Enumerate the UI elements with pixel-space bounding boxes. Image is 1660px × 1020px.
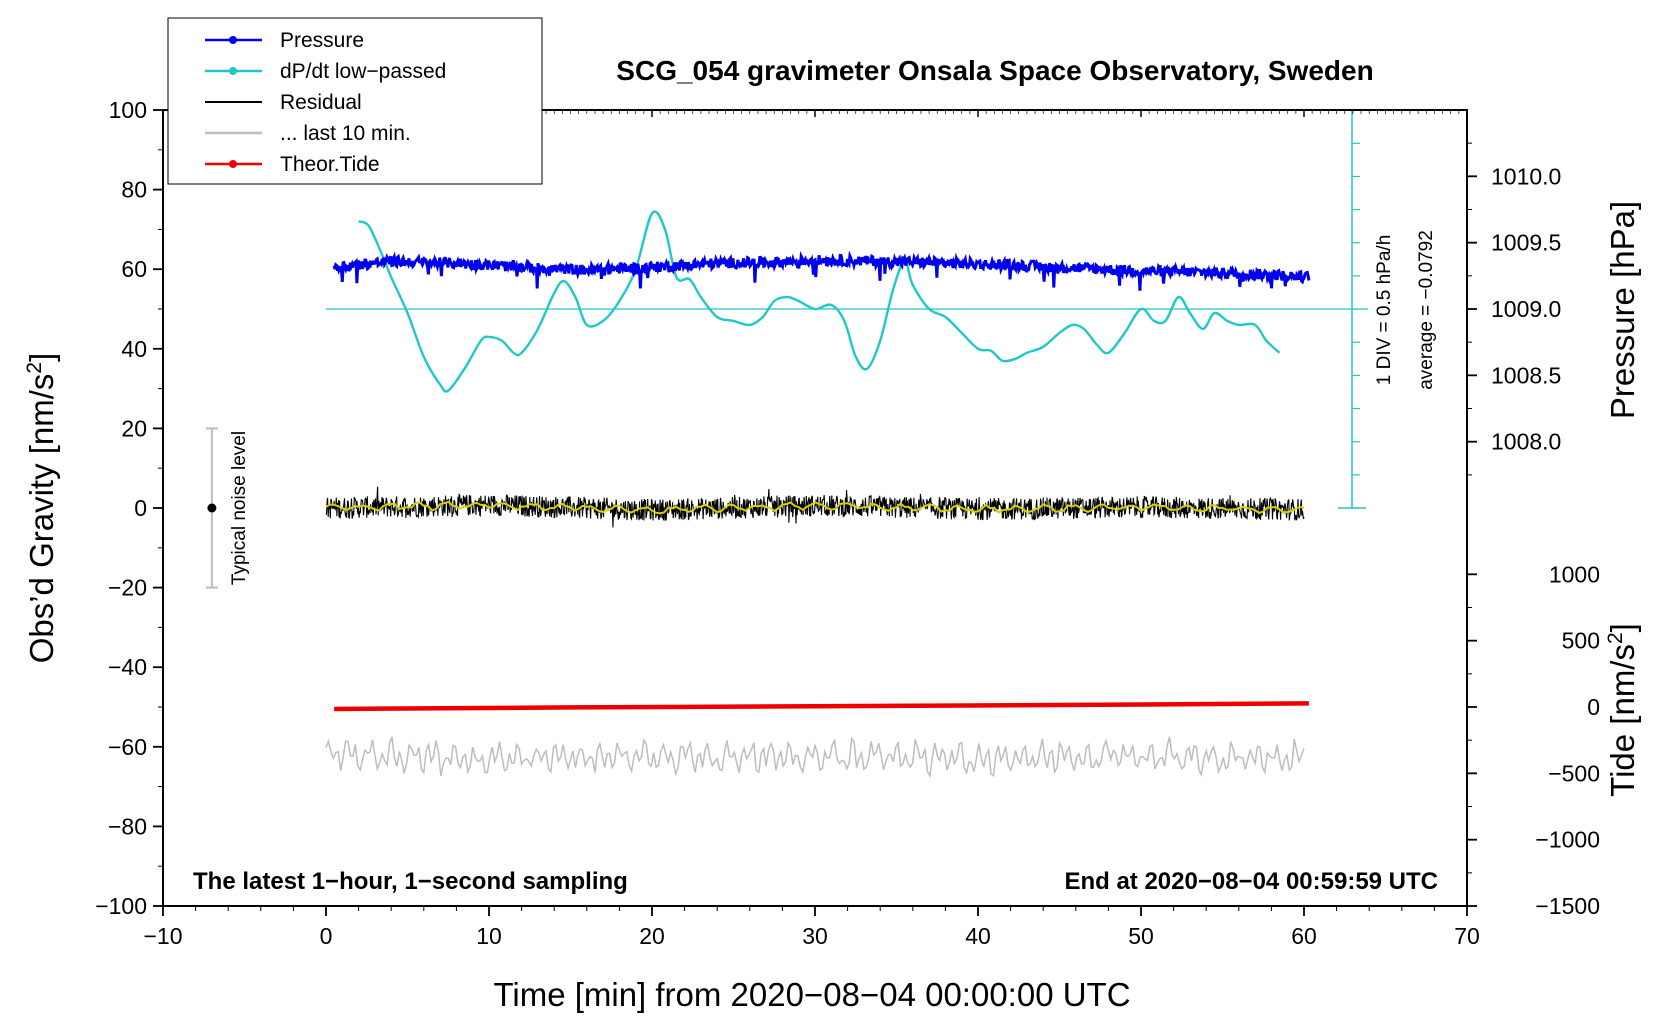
y-tick-label: −80 — [108, 813, 147, 839]
residual-line — [325, 486, 1305, 528]
x-tick-label: 70 — [1454, 923, 1480, 949]
pressure-tick-label: 1009.5 — [1491, 230, 1561, 256]
y-tick-label: 40 — [121, 336, 147, 362]
x-tick-label: −10 — [143, 923, 182, 949]
x-tick-label: 60 — [1291, 923, 1317, 949]
theor-tide-line — [334, 701, 1309, 712]
y-axis-label-left-sup: 2 — [23, 362, 46, 374]
x-tick-label: 40 — [965, 923, 991, 949]
tide-tick-label: 1000 — [1549, 561, 1600, 587]
y-tick-label: 80 — [121, 177, 147, 203]
y-tick-label: 60 — [121, 256, 147, 282]
plot-layer — [205, 109, 1368, 779]
y-tick-label: −100 — [95, 893, 147, 919]
tide-tick-label: −1500 — [1535, 893, 1600, 919]
pressure-line — [332, 250, 1311, 291]
y-tick-label: −20 — [108, 575, 147, 601]
tide-tick-label: −1000 — [1535, 827, 1600, 853]
axes-layer: −10 0 10 20 30 40 50 60 70−100−80−60−40−20020406… — [95, 97, 1600, 949]
legend-rows: Pressure dP/dt low−passed Residual ... last… — [205, 29, 446, 176]
legend: Pressure dP/dt low−passed Residual ... last… — [167, 17, 543, 185]
tide-tick-label: 500 — [1562, 628, 1600, 654]
y-axis-label-left-text: Obs’d Gravity [nm/s — [23, 374, 60, 664]
pressure-tick-label: 1008.5 — [1491, 362, 1561, 388]
y-axis-label-pressure: Pressure [hPa] — [1604, 201, 1641, 419]
legend-marker — [229, 160, 237, 168]
y-tick-label: −60 — [108, 734, 147, 760]
tide-tick-label: −500 — [1548, 760, 1600, 786]
x-tick-label: 0 — [320, 923, 333, 949]
tide-tick-label: 0 — [1587, 694, 1600, 720]
dpdt-scale-label: 1 DIV = 0.5 hPa/h — [1374, 235, 1395, 386]
legend-label: Theor.Tide — [280, 153, 380, 176]
x-tick-label: 50 — [1128, 923, 1154, 949]
chart-title: SCG_054 gravimeter Onsala Space Observat… — [616, 55, 1373, 86]
residual-smoothed-line — [325, 500, 1305, 515]
legend-marker — [229, 36, 237, 44]
y-tick-label: 100 — [109, 97, 147, 123]
pressure-tick-label: 1009.0 — [1491, 296, 1561, 322]
x-tick-label: 10 — [476, 923, 502, 949]
legend-label: dP/dt low−passed — [280, 60, 446, 83]
dpdt-average-label: average = −0.0792 — [1416, 230, 1437, 390]
y-tick-label: −40 — [108, 654, 147, 680]
y-axis-label-tide: Tide [nm/s2] — [1604, 623, 1641, 797]
legend-label: ... last 10 min. — [280, 122, 411, 145]
dpdt-line — [358, 210, 1281, 393]
y-tick-label: 0 — [134, 495, 147, 521]
legend-label: Pressure — [280, 29, 364, 52]
y-axis-label-left: Obs’d Gravity [nm/s2] — [23, 353, 60, 664]
noise-level-label: Typical noise level — [229, 431, 250, 585]
y-axis-label-left-end: ] — [23, 353, 60, 362]
annotation-right: End at 2020−08−04 00:59:59 UTC — [1064, 868, 1438, 895]
pressure-tick-label: 1008.0 — [1491, 429, 1561, 455]
y-axis-label-tide-end: ] — [1604, 623, 1641, 632]
y-tick-label: 20 — [121, 415, 147, 441]
x-axis-label: Time [min] from 2020−08−04 00:00:00 UTC — [493, 976, 1130, 1013]
x-tick-label: 30 — [802, 923, 828, 949]
annotation-left: The latest 1−hour, 1−second sampling — [193, 868, 628, 895]
legend-label: Residual — [280, 91, 362, 114]
last-10-min-line — [325, 736, 1305, 779]
y-axis-label-tide-sup: 2 — [1604, 632, 1627, 644]
pressure-tick-label: 1010.0 — [1491, 163, 1561, 189]
y-axis-label-tide-text: Tide [nm/s — [1604, 644, 1641, 797]
noise-bar-center-dot — [207, 503, 217, 513]
x-tick-label: 20 — [639, 923, 665, 949]
legend-marker — [229, 67, 237, 75]
